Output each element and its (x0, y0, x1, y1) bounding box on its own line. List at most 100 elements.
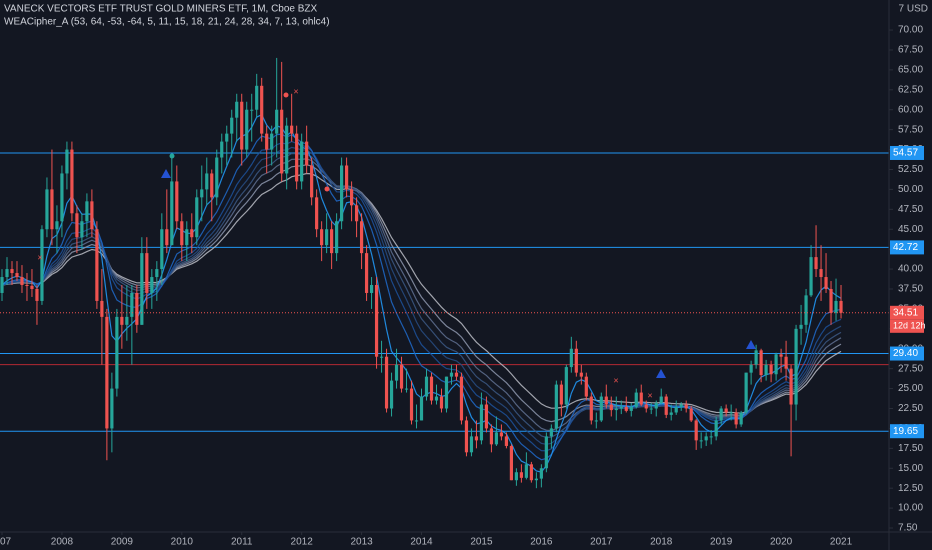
candle-body (769, 364, 773, 375)
candle-body (310, 165, 314, 198)
y-tick-label: 70.00 (898, 25, 923, 36)
candle-body (155, 269, 159, 278)
candle-body (694, 420, 698, 441)
candle-body (659, 396, 663, 403)
candle-body (439, 396, 444, 409)
y-tick-label: 62.50 (898, 84, 923, 95)
candle-body (340, 165, 344, 222)
candle-body (404, 388, 409, 390)
x-tick-label: 2012 (291, 537, 314, 548)
x-tick-label: 2009 (111, 537, 134, 548)
candle-body (479, 404, 484, 441)
signal-dot (283, 92, 289, 98)
candle-body (409, 388, 414, 421)
candle-body (499, 432, 504, 437)
candle-body (140, 253, 144, 325)
level-tag (890, 424, 924, 439)
y-tick-label: 15.00 (898, 463, 923, 474)
y-tick-label: 27.50 (898, 363, 923, 374)
x-tick-label: 2019 (710, 537, 733, 548)
candle-body (379, 356, 384, 358)
y-tick-label: 50.00 (898, 184, 923, 195)
candle-body (699, 440, 703, 442)
x-tick-label: 2018 (650, 537, 673, 548)
candle-body (434, 396, 439, 401)
candle-body (624, 406, 628, 411)
candle-body (464, 420, 469, 453)
currency-label: 7 USD (899, 4, 928, 15)
candle-body (10, 269, 14, 274)
candle-body (514, 472, 518, 481)
candle-body (734, 412, 738, 425)
candle-body (579, 372, 583, 377)
candle-body (20, 277, 24, 286)
candle-body (190, 229, 194, 238)
candle-body (494, 432, 499, 445)
x-tick-label: 2015 (470, 537, 493, 548)
candle-body (330, 229, 334, 254)
candle-body (70, 149, 74, 214)
candle-body (749, 364, 753, 373)
signal-dot (169, 153, 175, 159)
candle-body (344, 165, 349, 190)
candle-body (459, 376, 464, 421)
last-price-label: 34.51 (893, 307, 918, 318)
candle-body (165, 229, 169, 246)
signal-cross: × (647, 390, 652, 400)
level-label: 42.72 (893, 242, 918, 253)
level-tag (890, 145, 924, 160)
candle-body (225, 133, 229, 142)
candle-body (789, 368, 793, 405)
candle-body (679, 404, 683, 407)
y-tick-label: 52.50 (898, 164, 923, 175)
candle-body (110, 388, 114, 429)
x-tick-label: 2011 (231, 537, 253, 548)
candle-body (714, 420, 718, 437)
signal-cross: × (37, 252, 42, 262)
y-tick-label: 65.00 (898, 65, 923, 76)
x-tick-label: 2021 (830, 537, 853, 548)
candle-body (814, 257, 818, 270)
y-tick-label: 25.00 (898, 383, 923, 394)
candle-body (95, 229, 99, 301)
candle-body (744, 372, 748, 413)
candle-body (504, 436, 509, 446)
candle-body (599, 396, 603, 421)
candle-body (654, 402, 658, 409)
candle-body (354, 205, 359, 222)
y-tick-label: 37.50 (898, 284, 923, 295)
candle-body (539, 468, 543, 479)
candle-body (824, 277, 828, 289)
plot (0, 57, 889, 489)
y-tick-label: 57.50 (898, 124, 923, 135)
candle-body (534, 478, 538, 481)
candle-body (569, 348, 573, 368)
candle-body (240, 101, 244, 150)
y-tick-label: 7.50 (898, 523, 918, 534)
level-label: 29.40 (893, 348, 918, 359)
candle-body (170, 181, 174, 246)
candle-body (369, 285, 374, 293)
y-tick-label: 45.00 (898, 224, 923, 235)
candle-body (809, 257, 813, 296)
indicator-label: WEACipher_A (53, 64, -53, -64, 5, 11, 15… (4, 17, 330, 28)
candle-body (180, 221, 184, 246)
candle-body (639, 392, 643, 405)
candle-body (484, 404, 489, 429)
countdown-label: 12d 12h (893, 321, 926, 331)
candle-body (414, 420, 419, 422)
candle-body (5, 269, 9, 278)
candle-body (60, 173, 64, 222)
candle-body (384, 356, 389, 409)
candle-body (784, 356, 788, 369)
candle-body (644, 404, 648, 409)
candle-body (40, 229, 44, 301)
candle-body (589, 396, 593, 421)
candle-body (764, 364, 768, 376)
candle-body (739, 412, 743, 425)
x-tick-label: 07 (0, 537, 12, 548)
chart-title: VANECK VECTORS ETF TRUST GOLD MINERS ETF… (4, 4, 318, 15)
candle-body (260, 85, 264, 134)
candle-body (594, 420, 598, 422)
x-tick-label: 2010 (171, 537, 194, 548)
